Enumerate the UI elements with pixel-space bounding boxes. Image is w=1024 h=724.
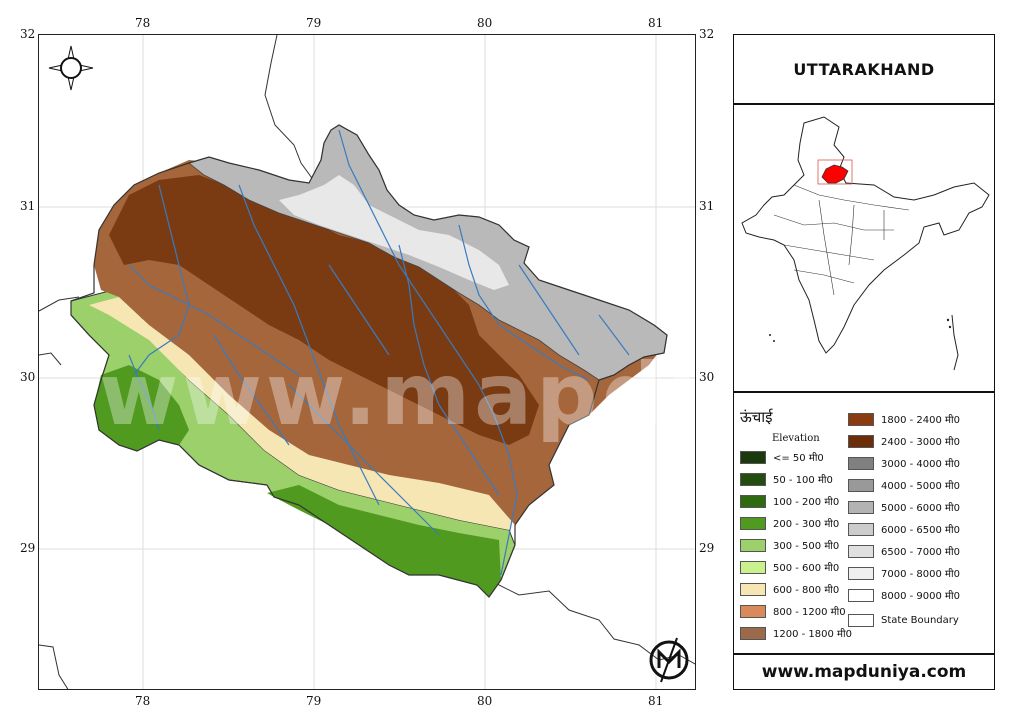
top-tick-78: 78 xyxy=(135,16,151,30)
uttarakhand-highlight xyxy=(821,164,849,184)
bottom-tick-78: 78 xyxy=(135,694,151,708)
map-canvas xyxy=(39,35,695,689)
elevation-map: www.mapduniya.com xyxy=(38,34,696,690)
compass-rose-icon xyxy=(48,45,94,91)
top-tick-79: 79 xyxy=(306,16,322,30)
legend-swatch xyxy=(740,516,766,530)
legend-swatch xyxy=(740,560,766,574)
legend-item: 4000 - 5000 मी0 xyxy=(848,477,960,493)
right-tick-30: 30 xyxy=(699,370,715,384)
legend-swatch xyxy=(848,478,874,492)
legend-swatch xyxy=(740,582,766,596)
legend-item: 100 - 200 मी0 xyxy=(740,493,839,509)
legend-swatch xyxy=(848,613,874,627)
uttarakhand-terrain xyxy=(70,124,668,598)
legend-swatch xyxy=(848,434,874,448)
elevation-sandy xyxy=(89,297,514,530)
legend-item: 7000 - 8000 मी0 xyxy=(848,565,960,581)
mapduniya-logo-icon xyxy=(649,637,689,683)
footer-box: www.mapduniya.com xyxy=(733,654,995,690)
legend-swatch xyxy=(848,588,874,602)
state-boundary-outline xyxy=(70,124,668,598)
legend-swatch xyxy=(740,604,766,618)
legend-heading: ऊंचाई xyxy=(740,408,773,426)
india-locator-map xyxy=(733,104,995,392)
top-tick-80: 80 xyxy=(477,16,493,30)
legend-swatch xyxy=(848,566,874,580)
legend-swatch xyxy=(740,538,766,552)
legend-item: 50 - 100 मी0 xyxy=(740,471,833,487)
river-network xyxy=(128,129,630,576)
legend-item: 800 - 1200 मी0 xyxy=(740,603,846,619)
legend-swatch xyxy=(740,494,766,508)
legend-swatch xyxy=(848,522,874,536)
legend-item: <= 50 मी0 xyxy=(740,449,824,465)
legend-item: State Boundary xyxy=(848,612,959,628)
legend-swatch xyxy=(848,500,874,514)
legend-item: 300 - 500 मी0 xyxy=(740,537,839,553)
website-link[interactable]: www.mapduniya.com xyxy=(761,662,967,682)
elevation-legend: ऊंचाई Elevation <= 50 मी0 50 - 100 मी0 1… xyxy=(733,392,995,654)
india-outline xyxy=(741,116,990,371)
legend-item: 6000 - 6500 मी0 xyxy=(848,521,960,537)
right-tick-29: 29 xyxy=(699,541,715,555)
legend-swatch xyxy=(848,456,874,470)
legend-item: 500 - 600 मी0 xyxy=(740,559,839,575)
legend-item: 5000 - 6000 मी0 xyxy=(848,499,960,515)
bottom-tick-79: 79 xyxy=(306,694,322,708)
elevation-highhills xyxy=(109,175,539,445)
bottom-tick-80: 80 xyxy=(477,694,493,708)
title-box: UTTARAKHAND xyxy=(733,34,995,104)
bottom-tick-81: 81 xyxy=(648,694,664,708)
legend-item: 200 - 300 मी0 xyxy=(740,515,839,531)
left-tick-29: 29 xyxy=(20,541,36,555)
legend-item: 1200 - 1800 मी0 xyxy=(740,625,852,641)
uttarakhand-locator-box xyxy=(817,159,853,185)
left-tick-32: 32 xyxy=(20,27,36,41)
right-tick-32: 32 xyxy=(699,27,715,41)
right-tick-31: 31 xyxy=(699,199,715,213)
legend-swatch xyxy=(740,626,766,640)
legend-item: 3000 - 4000 मी0 xyxy=(848,455,960,471)
left-tick-30: 30 xyxy=(20,370,36,384)
elevation-peaks xyxy=(279,175,509,290)
map-title: UTTARAKHAND xyxy=(793,59,935,79)
legend-item: 8000 - 9000 मी0 xyxy=(848,587,960,603)
elevation-plains-south xyxy=(267,485,501,597)
legend-swatch xyxy=(740,472,766,486)
legend-swatch xyxy=(848,412,874,426)
legend-item: 6500 - 7000 मी0 xyxy=(848,543,960,559)
legend-swatch xyxy=(848,544,874,558)
top-tick-81: 81 xyxy=(648,16,664,30)
legend-item: 1800 - 2400 मी0 xyxy=(848,411,960,427)
legend-item: 2400 - 3000 मी0 xyxy=(848,433,960,449)
legend-item: 600 - 800 मी0 xyxy=(740,581,839,597)
legend-subheading: Elevation xyxy=(772,433,820,444)
legend-swatch xyxy=(740,450,766,464)
india-state-lines xyxy=(773,184,910,296)
left-tick-31: 31 xyxy=(20,199,36,213)
elevation-plains-dark xyxy=(94,365,189,451)
